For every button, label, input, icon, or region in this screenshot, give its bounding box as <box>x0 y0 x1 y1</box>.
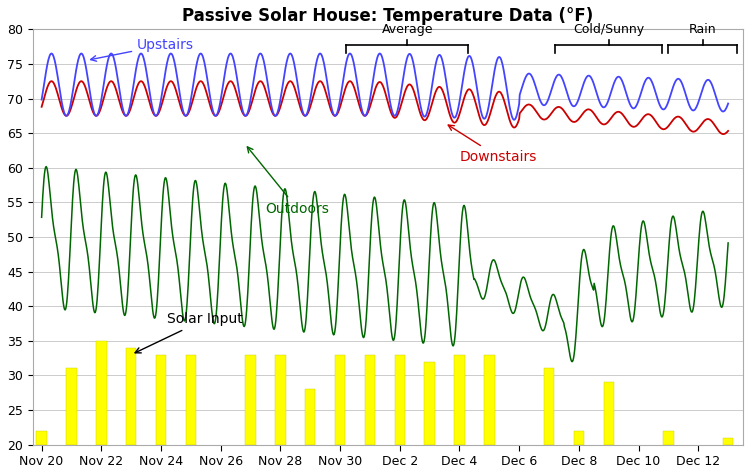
Text: Outdoors: Outdoors <box>248 147 329 216</box>
Text: Cold/Sunny: Cold/Sunny <box>573 23 644 36</box>
Title: Passive Solar House: Temperature Data (°F): Passive Solar House: Temperature Data (°… <box>182 7 593 25</box>
Bar <box>394 355 405 445</box>
Bar <box>364 355 375 445</box>
Bar <box>484 355 494 445</box>
Bar <box>663 431 674 445</box>
Bar <box>305 389 316 445</box>
Bar <box>424 361 435 445</box>
Text: Upstairs: Upstairs <box>91 38 194 61</box>
Bar <box>66 369 76 445</box>
Text: Downstairs: Downstairs <box>448 125 537 164</box>
Text: Average: Average <box>382 23 433 36</box>
Text: Rain: Rain <box>689 23 716 36</box>
Bar <box>604 382 614 445</box>
Bar <box>96 341 106 445</box>
Bar <box>454 355 465 445</box>
Bar <box>186 355 196 445</box>
Bar <box>723 438 734 445</box>
Bar <box>275 355 286 445</box>
Bar <box>245 355 256 445</box>
Bar <box>574 431 584 445</box>
Text: Solar Input: Solar Input <box>135 313 243 353</box>
Bar <box>126 348 136 445</box>
Bar <box>544 369 554 445</box>
Bar <box>37 431 46 445</box>
Bar <box>335 355 345 445</box>
Bar <box>156 355 166 445</box>
